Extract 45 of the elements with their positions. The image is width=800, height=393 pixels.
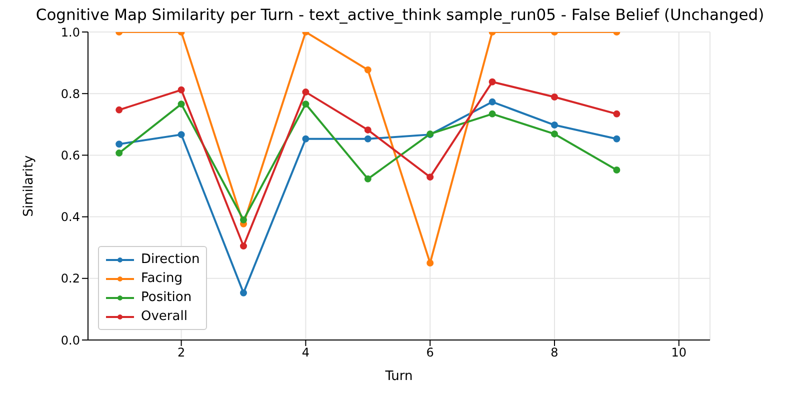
point — [116, 150, 123, 157]
x-tick-label: 8 — [550, 346, 558, 360]
x-tick-label: 4 — [302, 346, 310, 360]
chart-title: Cognitive Map Similarity per Turn - text_active_think sample_run05 - False Belief (Unchanged) — [34, 6, 766, 24]
point — [488, 110, 496, 118]
y-axis-title: Similarity — [22, 154, 37, 217]
legend-label: Facing — [141, 271, 183, 286]
point — [364, 126, 372, 134]
point — [426, 260, 434, 266]
legend-label: Direction — [141, 252, 200, 267]
point — [613, 166, 620, 174]
y-tick-label: 0.8 — [60, 86, 80, 101]
point — [302, 135, 310, 142]
point — [302, 88, 310, 96]
point — [178, 100, 185, 108]
point — [488, 98, 496, 106]
point — [488, 78, 496, 86]
point — [551, 93, 558, 100]
point — [613, 110, 620, 118]
point — [613, 135, 620, 142]
y-tick-label: 0.0 — [60, 333, 80, 348]
point — [364, 66, 372, 74]
point — [240, 216, 247, 224]
point — [364, 135, 372, 142]
point — [240, 289, 247, 296]
point — [551, 122, 558, 129]
legend-label: Overall — [141, 309, 188, 324]
x-tick-label: 10 — [671, 346, 687, 360]
point — [240, 242, 247, 250]
y-tick-label: 0.6 — [60, 148, 80, 162]
point — [302, 100, 310, 108]
y-tick-label: 1.0 — [60, 25, 80, 40]
point — [116, 106, 123, 114]
point — [551, 130, 558, 138]
point — [426, 174, 434, 181]
y-tick-label: 0.2 — [60, 272, 80, 286]
point — [178, 86, 185, 94]
x-tick-label: 6 — [426, 346, 434, 360]
point — [116, 140, 123, 148]
point — [364, 175, 372, 182]
x-axis-title: Turn — [384, 369, 413, 384]
point — [178, 131, 185, 138]
y-tick-label: 0.4 — [60, 210, 80, 224]
x-tick-label: 2 — [177, 346, 186, 360]
legend-label: Position — [141, 290, 192, 305]
